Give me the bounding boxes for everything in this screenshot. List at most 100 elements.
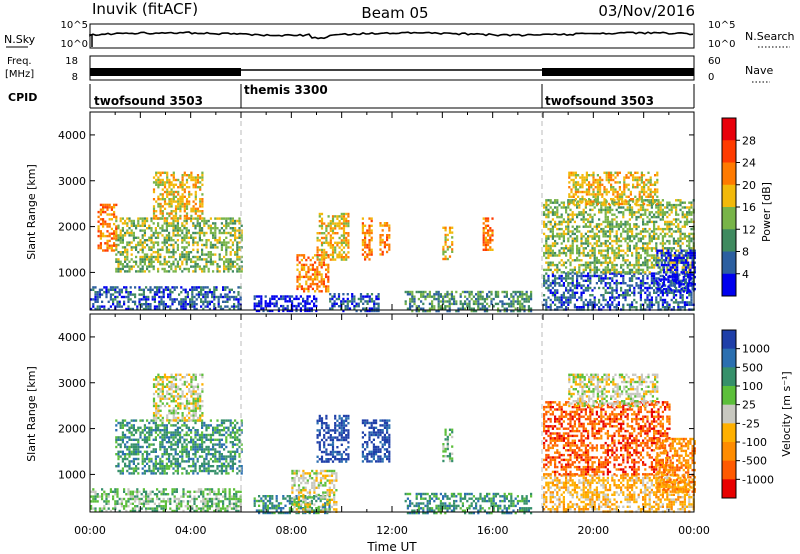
scatter-region: [296, 254, 330, 293]
colorbar-tick: -25: [742, 417, 760, 430]
power-ylabel: Slant Range [km]: [25, 164, 38, 260]
y-tick-label: 2000: [58, 221, 86, 234]
freq-label: Freq.: [7, 56, 32, 67]
colorbar-tick: 24: [742, 157, 756, 170]
date-title: 03/Nov/2016: [598, 2, 695, 20]
velocity-colorbar-label: Velocity [m s⁻¹]: [780, 371, 793, 456]
colorbar-swatch: [722, 251, 736, 275]
scatter-region: [379, 222, 391, 256]
freq-tick-bottom: 8: [72, 72, 78, 83]
nsearch-tick-bottom: 10^0: [708, 39, 735, 50]
colorbar-swatch: [722, 273, 736, 297]
colorbar-swatch: [722, 118, 736, 141]
scatter-region: [361, 217, 373, 261]
colorbar-tick: 500: [742, 361, 763, 374]
colorbar-tick: -1000: [742, 473, 774, 486]
colorbar-swatch: [722, 348, 736, 368]
freq-unit: [MHz]: [5, 69, 34, 80]
colorbar-swatch: [722, 442, 736, 462]
scatter-region: [361, 419, 391, 463]
freq-panel: Freq. [MHz] 18 8 60 0 Nave: [5, 55, 773, 83]
colorbar-swatch: [722, 229, 736, 252]
velocity-heatmap: [90, 373, 696, 515]
time-tick-labels: 00:00 04:00 08:00 12:00 16:00 20:00 00:00: [74, 524, 710, 537]
colorbar-tick: -100: [742, 436, 767, 449]
time-tick-label: 12:00: [376, 524, 408, 537]
cpid-panel: CPID twofsound 3503 themis 3300 twofsoun…: [8, 83, 695, 109]
cpid-segment-1: twofsound 3503: [94, 94, 203, 108]
y-tick-label: 4000: [58, 331, 86, 344]
scatter-region: [115, 419, 243, 475]
y-tick-label: 3000: [58, 175, 86, 188]
scatter-region: [97, 203, 118, 252]
time-tick-label: 16:00: [477, 524, 509, 537]
scatter-region: [253, 295, 318, 313]
colorbar-swatch: [722, 423, 736, 443]
freq-tick-top: 18: [65, 56, 78, 67]
scatter-region: [316, 212, 350, 261]
colorbar-swatch: [722, 404, 736, 424]
colorbar-tick: 8: [742, 246, 749, 259]
freq-band-twofsound-b: [542, 68, 694, 76]
scatter-region: [329, 293, 380, 313]
colorbar-swatch: [722, 162, 736, 186]
power-x-ticks: [89, 112, 695, 310]
scatter-region: [482, 217, 494, 251]
colorbar-tick: 4: [742, 268, 749, 281]
colorbar-swatch: [722, 460, 736, 480]
nsearch-label: N.Search: [745, 30, 795, 43]
nsky-tick-bottom: 10^0: [61, 39, 88, 50]
y-tick-label: 1000: [58, 266, 86, 279]
cpid-segment-3: twofsound 3503: [545, 94, 654, 108]
power-heatmap: [90, 171, 696, 313]
colorbar-tick: 28: [742, 134, 756, 147]
time-tick-label: 08:00: [275, 524, 307, 537]
cpid-segment-2: themis 3300: [244, 83, 328, 97]
scatter-region: [656, 437, 696, 493]
time-tick-label: 20:00: [577, 524, 609, 537]
nsky-label: N.Sky: [4, 33, 36, 46]
power-colorbar-label: Power [dB]: [760, 182, 773, 242]
scatter-region: [404, 290, 533, 313]
y-tick-label: 2000: [58, 423, 86, 436]
nsky-tick-top: 10^5: [61, 20, 88, 31]
colorbar-swatch: [722, 367, 736, 387]
nsky-panel: N.Sky 10^5 10^0 10^5 10^0 N.Search: [4, 20, 795, 50]
velocity-y-ticks: 1000 2000 3000 4000: [58, 331, 694, 481]
scatter-region: [568, 373, 659, 408]
scatter-region: [543, 474, 695, 513]
scatter-region: [442, 428, 454, 463]
scatter-region: [152, 171, 204, 220]
scatter-region: [90, 488, 242, 513]
nsky-line: [89, 31, 694, 40]
colorbar-swatch: [722, 479, 736, 499]
scatter-region: [568, 171, 659, 206]
velocity-panel: 1000 2000 3000 4000 Slant Range [km]: [25, 313, 696, 515]
nave-label: Nave: [745, 64, 773, 77]
colorbar-tick: 12: [742, 223, 756, 236]
scatter-region: [115, 217, 243, 273]
time-tick-label: 00:00: [678, 524, 710, 537]
colorbar-tick: 20: [742, 179, 756, 192]
nsearch-tick-top: 10^5: [708, 20, 735, 31]
y-tick-label: 3000: [58, 377, 86, 390]
colorbar-tick: 16: [742, 201, 756, 214]
colorbar-tick: -500: [742, 455, 767, 468]
colorbar-swatch: [722, 140, 736, 163]
power-colorbar: 28 24 20 16 12 8 4 Power [dB]: [721, 117, 773, 297]
time-tick-label: 04:00: [175, 524, 207, 537]
time-tick-label: 00:00: [74, 524, 106, 537]
scatter-region: [152, 373, 204, 422]
beam-title: Beam 05: [361, 4, 428, 22]
scatter-region: [404, 492, 533, 515]
scatter-region: [656, 249, 696, 293]
colorbar-swatch: [722, 184, 736, 208]
colorbar-swatch: [722, 330, 736, 350]
scatter-region: [316, 414, 350, 463]
nave-tick-top: 60: [708, 56, 721, 67]
cpid-label: CPID: [8, 91, 37, 104]
velocity-colorbar: 1000 500 100 25 -25 -100 -500 -1000 Velocity [m…: [721, 329, 793, 499]
colorbar-swatch: [722, 207, 736, 230]
scatter-region: [442, 226, 454, 261]
